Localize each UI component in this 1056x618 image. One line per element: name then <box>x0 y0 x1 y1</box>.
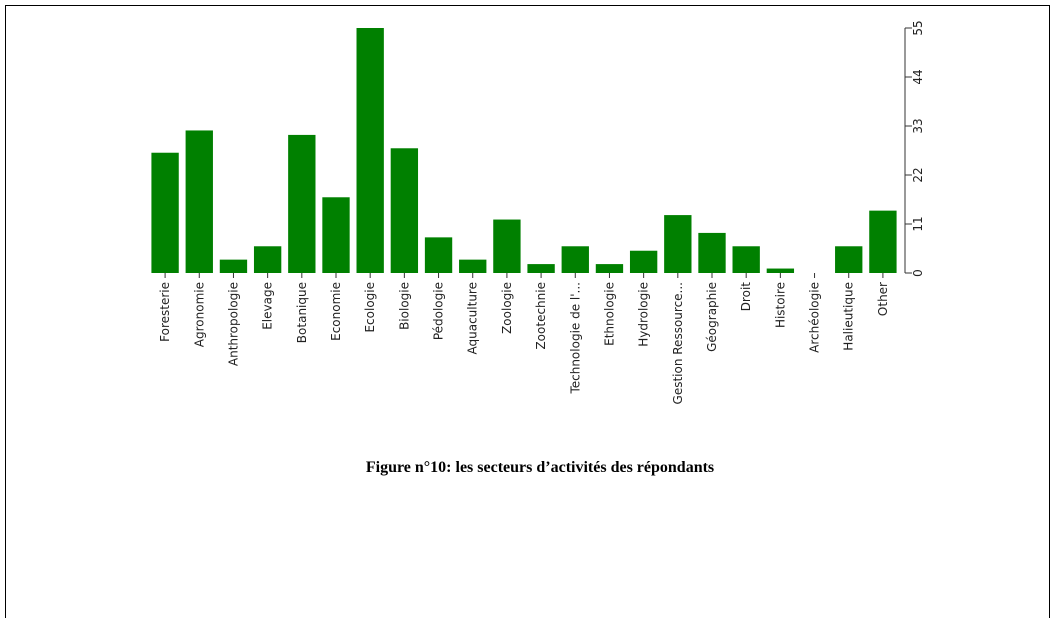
y-tick-label: 0 <box>911 269 925 277</box>
x-tick-label: Zoologie <box>500 282 514 334</box>
bar <box>356 28 384 273</box>
x-tick-label: Hydrologie <box>637 282 651 347</box>
bar <box>322 197 350 273</box>
x-tick-label: Economie <box>329 282 343 341</box>
x-tick-label: Zootechnie <box>534 282 548 350</box>
x-tick-label: Aquaculture <box>466 282 480 354</box>
x-tick-label: Histoire <box>773 282 787 328</box>
x-tick-label: Foresterie <box>158 282 172 342</box>
bar <box>527 264 555 273</box>
x-tick-label: Halieutique <box>842 282 856 351</box>
bar <box>459 259 487 273</box>
x-tick-label: Gestion Ressource... <box>671 282 685 404</box>
x-tick-label: Technologie de l'... <box>568 282 582 395</box>
bar <box>732 246 760 273</box>
bar <box>424 237 453 273</box>
x-tick-label: Botanique <box>295 282 309 343</box>
bar <box>869 210 897 273</box>
bar <box>698 232 726 273</box>
bar <box>219 259 248 273</box>
x-tick-label: Archéologie <box>808 282 822 353</box>
bar <box>835 246 863 273</box>
x-tick-label: Géographie <box>705 282 719 352</box>
y-tick-label: 44 <box>911 69 925 84</box>
x-tick-label: Ecologie <box>363 282 377 333</box>
bar <box>288 134 316 273</box>
x-tick-label: Agronomie <box>192 282 206 347</box>
bar <box>253 246 282 273</box>
bar <box>595 264 624 273</box>
y-tick-label: 22 <box>911 167 925 182</box>
x-tick-label: Anthropologie <box>226 282 240 366</box>
y-tick-label: 55 <box>911 20 925 35</box>
bar <box>493 219 521 273</box>
y-tick-label: 11 <box>911 216 925 231</box>
bar <box>664 215 692 273</box>
x-tick-label: Other <box>876 282 890 316</box>
bar <box>766 268 795 273</box>
y-tick-label: 33 <box>911 118 925 133</box>
bar <box>151 152 179 273</box>
x-tick-label: Ethnologie <box>602 282 616 346</box>
bar <box>390 148 419 273</box>
x-tick-label: Pédologie <box>432 282 446 340</box>
x-tick-label: Biologie <box>397 282 411 330</box>
x-tick-label: Elevage <box>261 282 275 330</box>
bar <box>629 250 658 273</box>
frame <box>5 5 1050 618</box>
x-tick-label: Droit <box>739 282 753 312</box>
bar <box>561 246 589 273</box>
bar <box>185 130 213 273</box>
caption: Figure n°10: les secteurs d’activités de… <box>366 459 714 476</box>
